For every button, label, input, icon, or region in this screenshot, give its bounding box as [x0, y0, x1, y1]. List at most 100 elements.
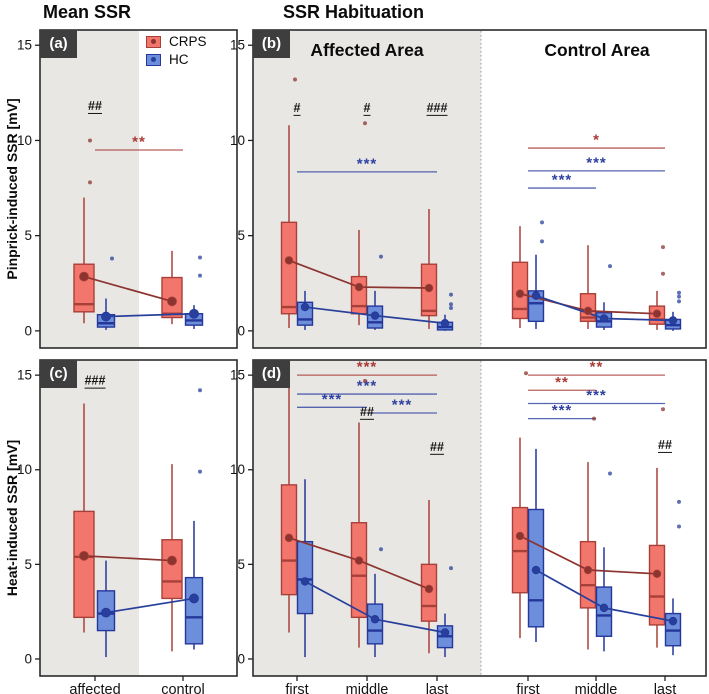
y-tick-label: 15 — [17, 38, 32, 53]
y-axis-label-pinprick: Pinprick-induced SSR [mV] — [4, 98, 20, 280]
y-tick-label: 10 — [17, 133, 32, 148]
mean-point-crps-first — [515, 289, 525, 298]
panel-border — [252, 29, 707, 349]
mean-point-crps-first — [284, 533, 294, 543]
outlier-point — [677, 294, 681, 299]
outlier-point — [449, 566, 453, 571]
mean-point-crps-last — [652, 569, 662, 579]
panel-border — [252, 359, 707, 677]
mean-point-crps-middle — [354, 282, 364, 292]
column-title-mean-ssr: Mean SSR — [43, 2, 132, 22]
mean-point-crps-last — [424, 584, 434, 594]
outlier-point — [661, 407, 665, 412]
y-tick-label: 5 — [237, 228, 245, 243]
sig-blue-3star: *** — [297, 378, 437, 395]
mean-point-hc-affected — [101, 311, 111, 322]
panel-tag-d: (d) — [253, 360, 290, 388]
svg-text:***: *** — [392, 396, 413, 413]
legend-item-hc: HC — [146, 52, 207, 67]
outlier-point — [198, 273, 202, 278]
y-tick-label: 10 — [230, 133, 245, 148]
mean-point-crps-first — [284, 256, 294, 265]
outlier-point — [88, 180, 92, 185]
box-crps-middle — [579, 416, 597, 650]
hc-boxplot-key-icon — [146, 53, 161, 66]
svg-text:***: *** — [357, 155, 378, 172]
hash-annotation: # — [293, 101, 301, 116]
sig-blue-3star: *** — [528, 172, 596, 189]
hash-annotation: ### — [84, 374, 106, 389]
sig-red-1star: * — [528, 132, 665, 149]
y-tick-label: 15 — [17, 368, 32, 383]
legend-label-crps: CRPS — [169, 34, 207, 49]
sig-blue-3star: *** — [528, 387, 665, 405]
sig-blue-3star: *** — [528, 154, 665, 172]
mean-point-crps-control — [167, 555, 177, 566]
y-tick-label: 0 — [237, 323, 245, 338]
y-axis-label-heat: Heat-induced SSR [mV] — [4, 439, 20, 597]
box-crps-affected — [73, 403, 95, 633]
outlier-point — [379, 547, 383, 552]
y-tick-label: 0 — [24, 651, 32, 666]
svg-text:*: * — [593, 132, 600, 149]
hash-annotation: ## — [88, 99, 102, 114]
outlier-point — [677, 299, 681, 304]
y-tick-label: 10 — [230, 462, 245, 477]
legend-item-crps: CRPS — [146, 34, 207, 49]
mean-point-hc-last — [668, 616, 678, 626]
outlier-point — [379, 254, 383, 259]
box-hc-control — [184, 388, 204, 650]
sig-red-2star: ** — [95, 133, 183, 151]
mean-point-hc-last — [440, 319, 450, 328]
outlier-point — [661, 271, 665, 276]
mean-trend-line-crps — [83, 275, 173, 303]
y-tick-label: 0 — [24, 323, 32, 338]
outlier-point — [363, 121, 367, 126]
legend-label-hc: HC — [169, 52, 189, 67]
y-tick-label: 15 — [230, 38, 245, 53]
outlier-point — [524, 371, 528, 376]
outlier-point — [540, 239, 544, 244]
mean-point-crps-last — [652, 309, 662, 318]
x-tick-label-affected: affected — [69, 682, 120, 694]
mean-point-hc-first — [531, 291, 541, 300]
header-control-area: Control Area — [544, 40, 650, 60]
outlier-point — [198, 388, 202, 393]
hash-annotation: ### — [426, 101, 448, 116]
sig-red-2star: ** — [528, 374, 596, 391]
hash-annotation: ## — [430, 440, 444, 455]
hash-annotation: ## — [360, 405, 374, 420]
svg-text:#: # — [364, 101, 371, 115]
sig-blue-3star: *** — [297, 155, 437, 173]
mean-trend-line-hc — [105, 597, 195, 614]
panel-border — [39, 29, 238, 349]
box-crps-affected — [73, 138, 95, 324]
mean-point-hc-last — [440, 628, 450, 637]
svg-text:##: ## — [88, 99, 102, 113]
outlier-point — [449, 302, 453, 307]
sig-red-3star: *** — [297, 359, 437, 376]
panel-tag-c: (c) — [40, 360, 77, 388]
mean-trend-line-hc — [105, 312, 195, 318]
outlier-point — [363, 378, 367, 383]
panel-c: ### 0 5 10 15 affected control — [17, 359, 238, 694]
sig-blue-3star: *** — [367, 396, 437, 414]
hash-annotation: # — [363, 101, 371, 116]
svg-text:##: ## — [430, 440, 444, 454]
mean-point-crps-first — [515, 531, 525, 541]
outlier-point — [608, 471, 612, 476]
sig-blue-3star: *** — [528, 402, 596, 420]
y-tick-label: 5 — [24, 228, 32, 243]
mean-point-crps-middle — [583, 306, 593, 316]
outlier-point — [110, 256, 114, 261]
mean-point-hc-first — [300, 302, 310, 312]
svg-text:***: *** — [357, 359, 378, 376]
mean-point-crps-middle — [583, 565, 593, 575]
x-tick-label-control: control — [161, 682, 205, 694]
x-tick-label-last: last — [426, 682, 449, 694]
mean-point-hc-middle — [370, 311, 380, 320]
x-tick-label-first: first — [285, 682, 308, 694]
